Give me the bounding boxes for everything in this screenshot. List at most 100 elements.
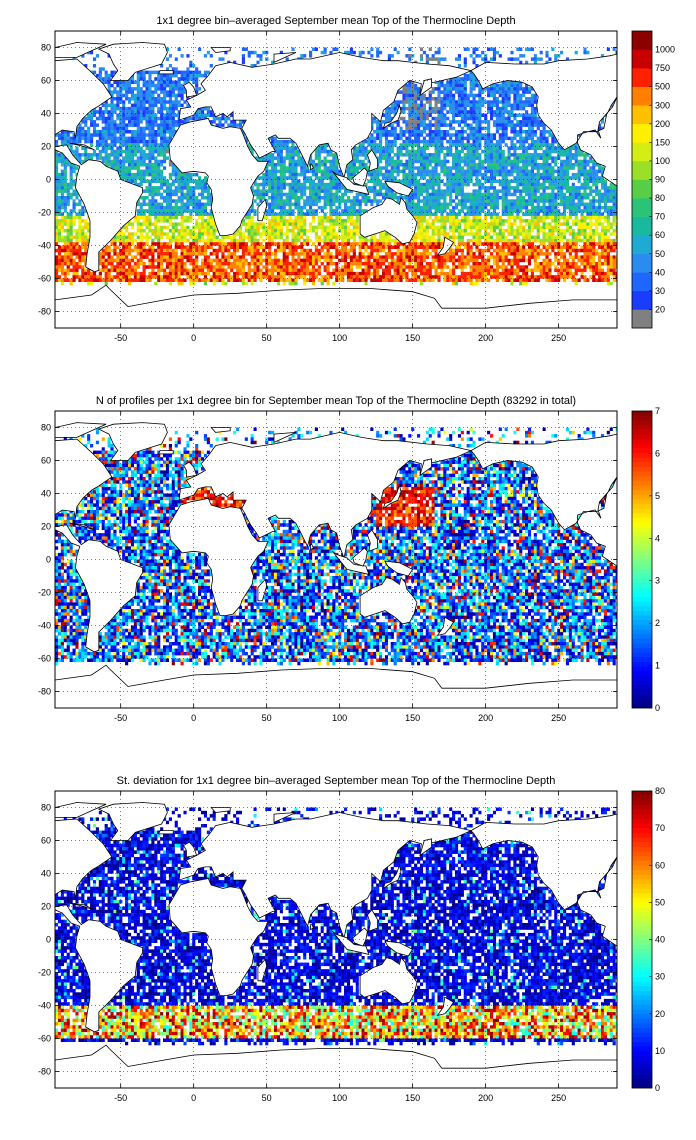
data-cell bbox=[513, 90, 517, 94]
data-cell bbox=[510, 110, 514, 114]
data-cell bbox=[186, 70, 190, 75]
data-cell bbox=[440, 103, 444, 108]
data-cell bbox=[379, 166, 383, 170]
data-cell bbox=[539, 196, 543, 200]
data-cell bbox=[262, 225, 266, 230]
data-cell bbox=[510, 126, 514, 131]
data-cell bbox=[116, 156, 120, 160]
data-cell bbox=[69, 166, 73, 170]
data-cell bbox=[525, 47, 529, 51]
data-cell bbox=[273, 219, 278, 223]
data-cell bbox=[452, 143, 456, 147]
data-cell bbox=[265, 50, 269, 55]
data-cell bbox=[177, 123, 181, 127]
data-cell bbox=[501, 229, 505, 233]
data-cell bbox=[186, 189, 190, 193]
data-cell bbox=[452, 212, 456, 216]
data-cell bbox=[84, 209, 88, 213]
data-cell bbox=[457, 57, 462, 61]
data-cell bbox=[431, 57, 435, 61]
data-cell bbox=[285, 57, 289, 61]
data-cell bbox=[125, 153, 129, 157]
data-cell bbox=[428, 186, 432, 190]
data-cell bbox=[344, 189, 348, 193]
data-cell bbox=[449, 126, 453, 131]
data-cell bbox=[443, 172, 447, 177]
data-cell bbox=[81, 153, 85, 157]
data-cell bbox=[452, 189, 456, 193]
data-cell bbox=[507, 225, 511, 230]
data-cell bbox=[490, 146, 494, 150]
data-cell bbox=[55, 176, 59, 180]
data-cell bbox=[177, 103, 181, 108]
data-cell bbox=[603, 209, 607, 213]
data-cell bbox=[145, 116, 149, 121]
data-cell bbox=[265, 199, 269, 203]
data-cell bbox=[157, 73, 161, 78]
data-cell bbox=[168, 136, 172, 141]
data-cell bbox=[98, 156, 102, 160]
data-cell bbox=[411, 120, 415, 124]
data-cell bbox=[379, 133, 383, 137]
data-cell bbox=[498, 225, 502, 230]
data-cell bbox=[335, 47, 339, 51]
data-cell bbox=[66, 159, 70, 164]
data-cell bbox=[55, 189, 59, 193]
data-cell bbox=[186, 205, 190, 210]
data-cell bbox=[171, 222, 175, 226]
data-cell bbox=[154, 172, 158, 177]
data-cell bbox=[55, 182, 59, 187]
data-cell bbox=[195, 186, 199, 190]
data-cell bbox=[101, 67, 105, 71]
data-cell bbox=[571, 209, 575, 213]
data-cell bbox=[434, 225, 438, 230]
data-cell bbox=[551, 186, 555, 190]
data-cell bbox=[417, 126, 421, 131]
data-cell bbox=[78, 123, 82, 127]
data-cell bbox=[428, 120, 432, 124]
data-cell bbox=[168, 219, 172, 223]
data-cell bbox=[469, 159, 473, 164]
data-cell bbox=[560, 166, 564, 170]
data-cell bbox=[527, 172, 532, 177]
data-cell bbox=[55, 169, 59, 174]
data-cell bbox=[568, 146, 572, 150]
data-cell bbox=[139, 116, 143, 121]
data-cell bbox=[160, 77, 164, 81]
data-cell bbox=[306, 196, 310, 200]
data-cell bbox=[236, 229, 240, 233]
data-cell bbox=[314, 229, 318, 233]
data-cell bbox=[200, 202, 205, 207]
data-cell bbox=[466, 166, 470, 170]
data-cell bbox=[133, 113, 137, 117]
data-cell bbox=[542, 205, 546, 210]
data-cell bbox=[116, 116, 120, 121]
data-cell bbox=[598, 205, 602, 210]
data-cell bbox=[148, 83, 152, 88]
data-cell bbox=[171, 80, 175, 84]
data-cell bbox=[165, 189, 170, 193]
data-cell bbox=[344, 222, 348, 226]
data-cell bbox=[349, 189, 353, 193]
data-cell bbox=[557, 143, 561, 147]
data-cell bbox=[273, 172, 278, 177]
data-cell bbox=[475, 113, 479, 117]
data-cell bbox=[75, 166, 79, 170]
data-cell bbox=[373, 189, 377, 193]
data-cell bbox=[154, 116, 158, 121]
data-cell bbox=[154, 113, 158, 117]
data-cell bbox=[63, 139, 67, 144]
data-cell bbox=[516, 156, 520, 160]
data-cell bbox=[609, 199, 613, 203]
data-cell bbox=[195, 73, 199, 78]
data-cell bbox=[536, 209, 540, 213]
data-cell bbox=[346, 219, 351, 223]
data-cell bbox=[539, 166, 543, 170]
data-cell bbox=[177, 100, 181, 104]
data-cell bbox=[142, 163, 146, 167]
data-cell bbox=[530, 219, 534, 223]
data-cell bbox=[411, 97, 415, 101]
data-cell bbox=[542, 229, 546, 233]
data-cell bbox=[276, 176, 280, 180]
data-cell bbox=[577, 209, 581, 213]
